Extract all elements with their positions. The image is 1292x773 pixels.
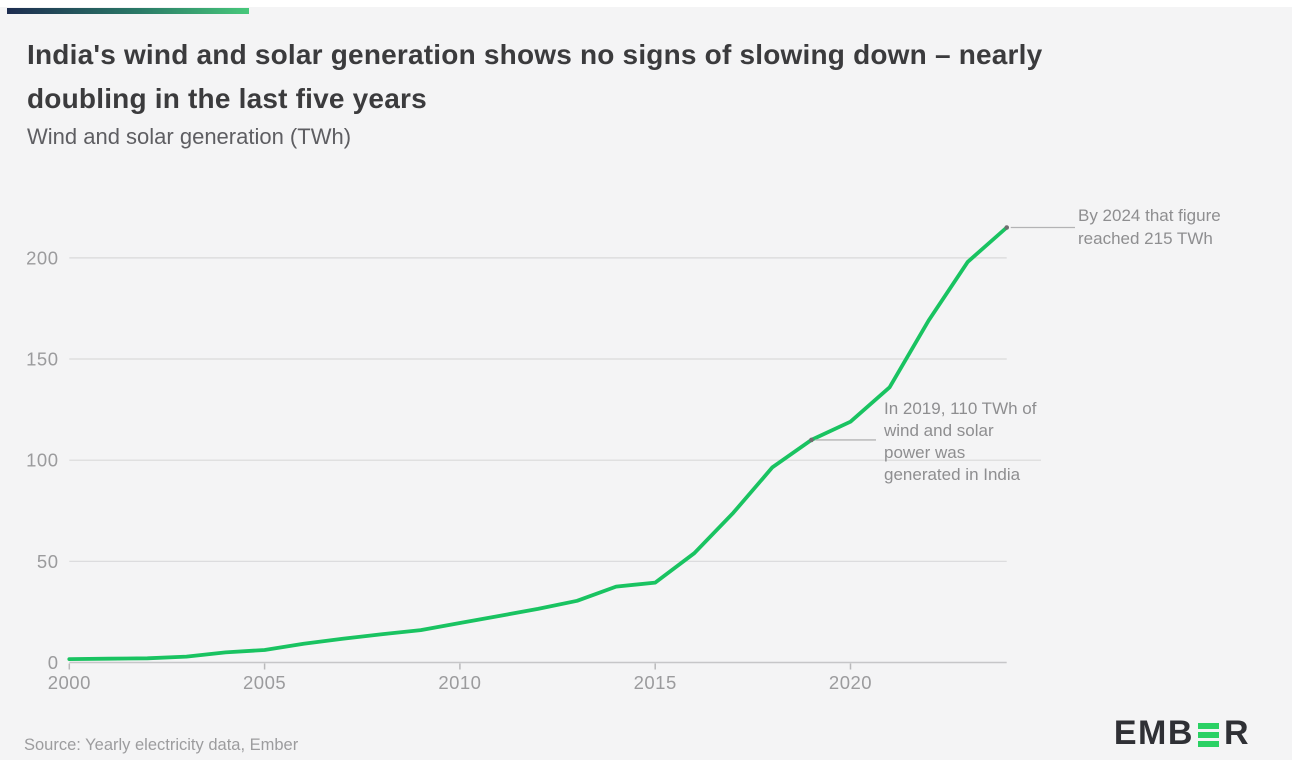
y-tick-label: 200 bbox=[26, 247, 58, 268]
chart-title: India's wind and solar generation shows … bbox=[27, 39, 1043, 114]
callout-dot bbox=[809, 437, 814, 443]
chart-panel bbox=[0, 7, 1292, 760]
y-gridlines bbox=[69, 257, 1041, 562]
x-axis: 2000 2005 2010 2015 2020 bbox=[48, 661, 1007, 693]
annotation-callouts bbox=[809, 225, 1075, 443]
x-tick-label: 2015 bbox=[634, 672, 677, 693]
y-tick-label: 100 bbox=[26, 450, 58, 471]
y-tick-label: 0 bbox=[48, 652, 59, 673]
y-tick-label: 50 bbox=[37, 551, 59, 572]
chart-subtitle: Wind and solar generation (TWh) bbox=[27, 124, 352, 149]
annotation-2024: By 2024 that figure reached 215 TWh bbox=[1078, 206, 1221, 248]
callout-dot bbox=[1004, 225, 1010, 230]
y-tick-label: 150 bbox=[26, 349, 58, 370]
generation-line bbox=[67, 225, 1009, 661]
x-tick-label: 2020 bbox=[829, 672, 872, 693]
ember-logo-green-e-icon bbox=[1197, 722, 1219, 747]
x-tick-label: 2010 bbox=[438, 672, 481, 693]
x-tick-label: 2000 bbox=[48, 672, 91, 693]
source-caption: Source: Yearly electricity data, Ember bbox=[24, 736, 299, 754]
y-axis-labels: 0 50 100 150 200 bbox=[26, 247, 58, 673]
brand-accent-bar bbox=[7, 8, 249, 14]
ember-logo-suffix: R bbox=[1223, 714, 1250, 752]
generation-line-group bbox=[67, 225, 1009, 661]
ember-logo: EMB R bbox=[1114, 714, 1250, 753]
ember-logo-prefix: EMB bbox=[1113, 714, 1194, 752]
x-tick-label: 2005 bbox=[243, 672, 286, 693]
annotation-2019: In 2019, 110 TWh of wind and solar power… bbox=[884, 399, 1037, 484]
